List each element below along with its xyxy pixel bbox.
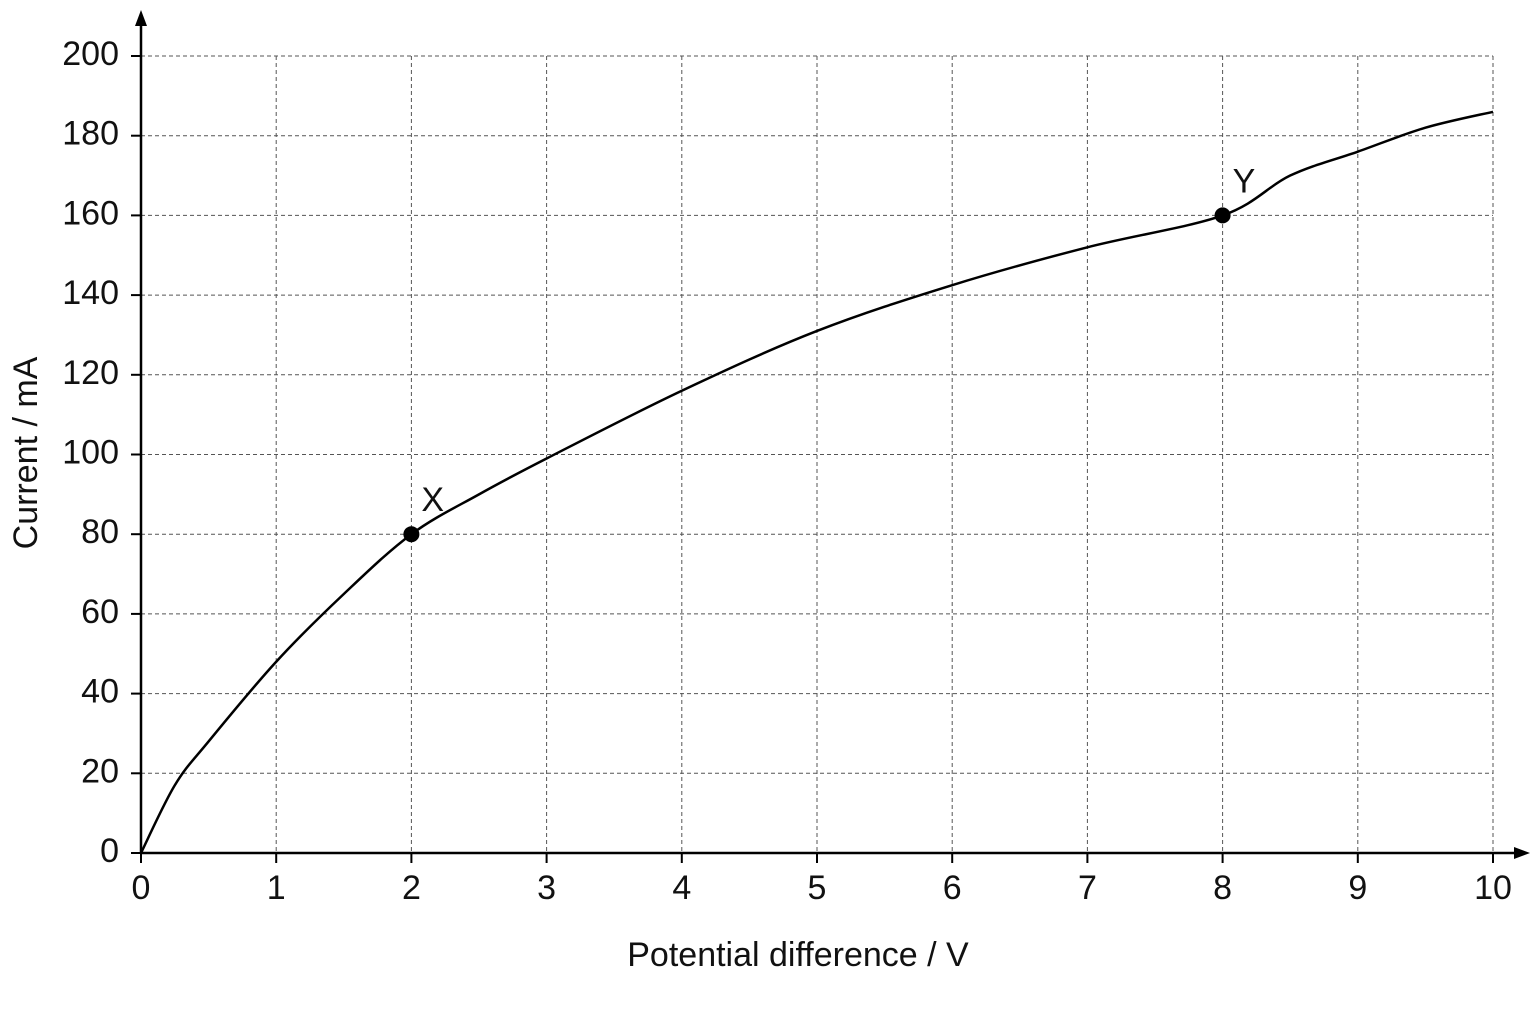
point-label: Y xyxy=(1233,162,1256,200)
y-tick-label: 140 xyxy=(62,274,119,312)
x-tick-label: 7 xyxy=(1078,869,1097,907)
y-tick-label: 40 xyxy=(81,673,119,711)
y-tick-label: 180 xyxy=(62,115,119,153)
x-tick-label: 1 xyxy=(267,869,286,907)
x-tick-label: 0 xyxy=(132,869,151,907)
y-tick-label: 20 xyxy=(81,752,119,790)
y-axis-label: Current / mA xyxy=(7,356,45,549)
point xyxy=(1214,207,1231,224)
x-tick-label: 8 xyxy=(1213,869,1232,907)
x-tick-label: 9 xyxy=(1348,869,1367,907)
y-tick-label: 80 xyxy=(81,513,119,551)
y-tick-label: 100 xyxy=(62,433,119,471)
x-tick-label: 6 xyxy=(943,869,962,907)
y-tick-label: 160 xyxy=(62,194,119,232)
y-tick-label: 200 xyxy=(62,35,119,73)
x-tick-label: 10 xyxy=(1474,869,1512,907)
x-tick-label: 5 xyxy=(808,869,827,907)
x-tick-label: 4 xyxy=(672,869,691,907)
x-tick-label: 2 xyxy=(402,869,421,907)
y-axis-arrow xyxy=(135,10,147,26)
x-axis-label: Potential difference / V xyxy=(627,936,969,974)
x-tick-label: 3 xyxy=(537,869,556,907)
curve xyxy=(139,110,1494,854)
y-tick-label: 0 xyxy=(100,832,119,870)
x-axis-arrow xyxy=(1514,847,1530,859)
point xyxy=(403,526,420,543)
y-tick-label: 60 xyxy=(81,593,119,631)
point-label: X xyxy=(421,481,444,519)
y-tick-label: 120 xyxy=(62,354,119,392)
